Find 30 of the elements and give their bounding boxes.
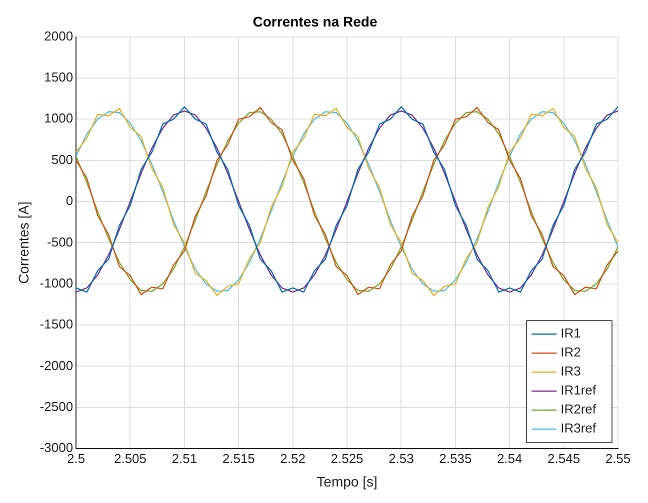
x-tick-label: 2.545 xyxy=(548,450,580,466)
legend-label: IR2ref xyxy=(560,402,596,417)
y-tick-label: -500 xyxy=(47,234,74,250)
y-tick-label: 500 xyxy=(51,152,74,167)
legend-label: IR1 xyxy=(560,326,581,341)
y-tick-label: 1000 xyxy=(44,110,74,126)
x-tick-label: 2.505 xyxy=(114,450,147,466)
x-tick-label: 2.51 xyxy=(172,450,198,466)
x-tick-label: 2.55 xyxy=(605,450,631,466)
legend-label: IR3 xyxy=(560,364,581,379)
x-axis-title: Tempo [s] xyxy=(316,473,378,490)
x-tick-label: 2.53 xyxy=(388,450,414,466)
x-tick-label: 2.535 xyxy=(439,450,472,466)
y-tick-label: -2000 xyxy=(40,358,74,373)
y-tick-label: -1500 xyxy=(40,316,74,332)
x-tick-label: 2.515 xyxy=(222,450,255,466)
legend-label: IR2 xyxy=(560,344,581,360)
legend-label: IR3ref xyxy=(560,420,596,436)
chart-title: Correntes na Rede xyxy=(252,13,378,30)
x-tick-label: 2.54 xyxy=(496,450,522,466)
x-tick-label: 2.52 xyxy=(280,450,306,466)
y-axis-title: Correntes [A] xyxy=(15,201,32,284)
y-tick-label: -1000 xyxy=(40,275,74,290)
legend-label: IR1ref xyxy=(560,382,596,398)
y-tick-label: 1500 xyxy=(44,70,74,85)
x-tick-label: 2.5 xyxy=(67,450,86,466)
y-tick-label: -2500 xyxy=(40,399,74,414)
x-tick-label: 2.525 xyxy=(330,450,364,466)
y-tick-label: 2000 xyxy=(44,28,74,44)
y-tick-label: 0 xyxy=(66,193,74,208)
